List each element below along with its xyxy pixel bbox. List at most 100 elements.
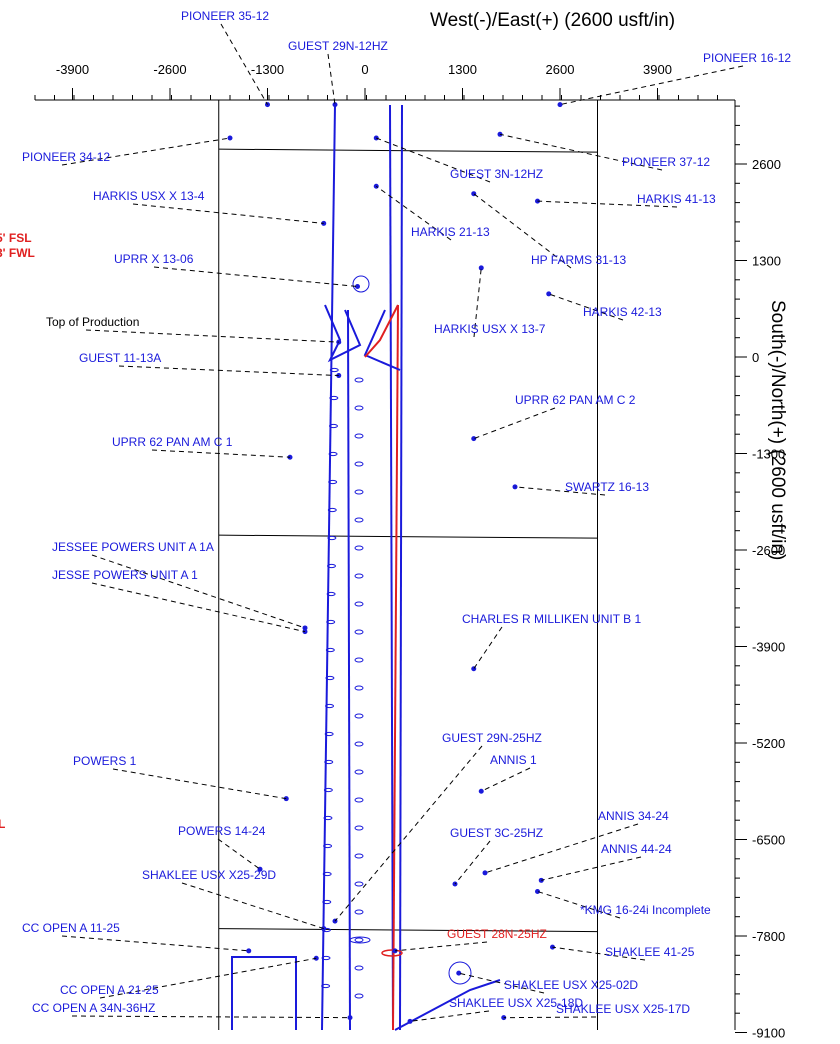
leader-line <box>61 137 231 166</box>
uncertainty-ellipse <box>328 479 338 485</box>
x-tick-label: -2600 <box>153 62 186 77</box>
y-tick-label: -6500 <box>752 833 785 848</box>
uncertainty-ellipse <box>354 713 364 719</box>
uncertainty-ellipse <box>328 451 338 457</box>
leader-line <box>454 840 491 885</box>
well-label: GUEST 11-13A <box>79 351 161 365</box>
leader-line <box>375 185 452 241</box>
well-path <box>394 979 501 1031</box>
uncertainty-ellipse <box>327 535 337 541</box>
well-label: HARKIS USX X 13-4 <box>93 189 205 203</box>
uncertainty-ellipse <box>354 853 364 859</box>
leader-line <box>376 137 491 183</box>
leader-line <box>61 935 249 952</box>
uncertainty-ellipse <box>354 769 364 775</box>
well-label: HARKIS 41-13 <box>637 192 716 206</box>
x-tick-label: 3900 <box>643 62 672 77</box>
leader-line <box>409 1010 490 1022</box>
well-label: HARKIS 42-13 <box>583 305 662 319</box>
well-label: GUEST 29N-12HZ <box>288 39 388 53</box>
well-label: CHARLES R MILLIKEN UNIT B 1 <box>462 612 641 626</box>
well-marker <box>246 948 252 954</box>
uncertainty-ellipse <box>354 881 364 887</box>
well-path <box>324 304 362 363</box>
x-tick-label: -1300 <box>251 62 284 77</box>
uncertainty-ellipse <box>326 619 336 625</box>
well-target-circle <box>352 275 370 293</box>
well-label: CC OPEN A 34N-36HZ <box>32 1001 155 1015</box>
uncertainty-ellipse <box>354 909 364 915</box>
well-label: PIONEER 37-12 <box>622 155 710 169</box>
x-tick-label: 0 <box>361 62 368 77</box>
leader-line <box>548 293 624 321</box>
leader-line <box>541 856 642 881</box>
leader-line <box>153 266 358 287</box>
leader-line <box>552 946 646 961</box>
y-tick-label: -7800 <box>752 929 785 944</box>
uncertainty-ellipse <box>354 489 364 495</box>
uncertainty-ellipse <box>354 573 364 579</box>
leader-line <box>458 972 545 994</box>
x-tick-label: 2600 <box>546 62 575 77</box>
uncertainty-ellipse <box>325 675 335 681</box>
uncertainty-ellipse <box>322 899 332 905</box>
uncertainty-ellipse <box>329 395 339 401</box>
section-line <box>218 148 598 153</box>
well-label: HARKIS 21-13 <box>411 225 490 239</box>
well-label: Top of Production <box>46 315 139 329</box>
leader-line <box>99 957 317 999</box>
leader-line <box>327 53 336 105</box>
uncertainty-ellipse <box>354 741 364 747</box>
uncertainty-ellipse <box>324 731 334 737</box>
y-tick-label: 0 <box>752 350 759 365</box>
well-label: GUEST 28N-25HZ <box>447 927 547 941</box>
well-marker <box>546 291 552 297</box>
well-marker <box>332 102 338 108</box>
y-tick-label: -3900 <box>752 640 785 655</box>
x-tick-label: -3900 <box>56 62 89 77</box>
well-marker <box>557 102 563 108</box>
uncertainty-ellipse <box>354 405 364 411</box>
leader-line <box>151 449 291 458</box>
y-tick-label: -5200 <box>752 736 785 751</box>
leader-line <box>91 582 306 633</box>
uncertainty-ellipse <box>328 423 338 429</box>
uncertainty-ellipse <box>329 367 339 373</box>
y-tick-label: 1300 <box>752 254 781 269</box>
leader-line <box>559 65 744 106</box>
side-note: 5' FSL <box>0 231 32 245</box>
leader-line <box>499 133 663 171</box>
y-tick-label: -9100 <box>752 1026 785 1041</box>
uncertainty-ellipse <box>354 825 364 831</box>
well-label: HARKIS USX X 13-7 <box>434 322 546 336</box>
section-line <box>218 928 598 933</box>
well-label: GUEST 29N-25HZ <box>442 731 542 745</box>
uncertainty-ellipse <box>354 993 364 999</box>
well-label: ANNIS 44-24 <box>601 842 672 856</box>
uncertainty-ellipse <box>323 843 333 849</box>
uncertainty-ellipse <box>321 983 331 989</box>
well-label: PIONEER 16-12 <box>703 51 791 65</box>
well-label: CC OPEN A 21-25 <box>60 983 159 997</box>
uncertainty-ellipse <box>354 797 364 803</box>
leader-line <box>118 365 339 377</box>
well-label: SHAKLEE USX X25-17D <box>556 1002 690 1016</box>
well-label: POWERS 14-24 <box>178 824 266 838</box>
leader-line <box>217 838 261 870</box>
well-marker <box>471 436 477 442</box>
y-tick-label: -1300 <box>752 447 785 462</box>
well-marker <box>482 870 488 876</box>
uncertainty-ellipse <box>322 871 332 877</box>
well-label: SHAKLEE USX X25-02D <box>504 978 638 992</box>
leader-line <box>71 1015 351 1019</box>
well-label: UPRR 62 PAN AM C 2 <box>515 393 636 407</box>
leader-line <box>481 767 531 792</box>
leader-line <box>473 626 503 670</box>
leader-line <box>394 941 488 952</box>
leader-line <box>132 203 324 224</box>
uncertainty-ellipse <box>354 629 364 635</box>
uncertainty-ellipse <box>326 591 336 597</box>
uncertainty-ellipse <box>349 936 371 944</box>
uncertainty-ellipse <box>354 461 364 467</box>
